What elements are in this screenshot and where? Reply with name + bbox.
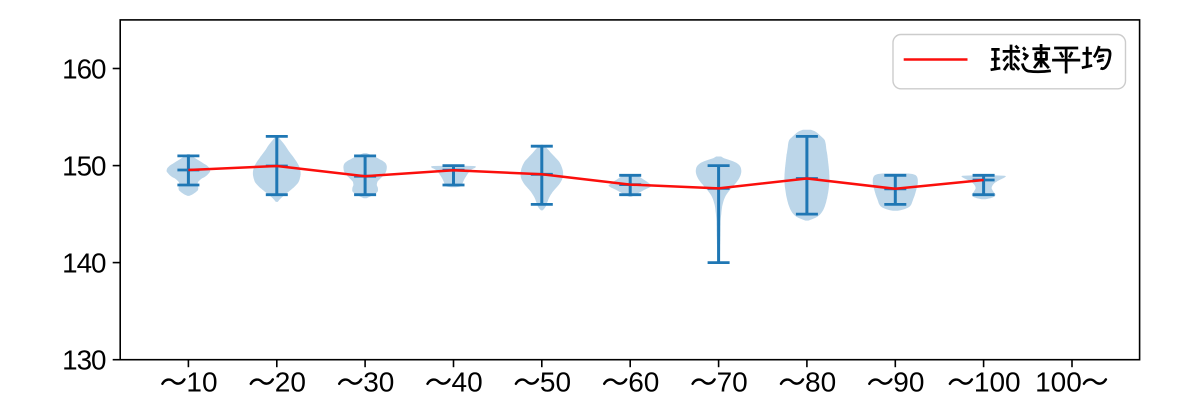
svg-text:100: 100	[1035, 367, 1082, 398]
svg-text:150: 150	[62, 150, 106, 181]
svg-text:80: 80	[805, 367, 836, 398]
svg-text:130: 130	[62, 345, 106, 376]
svg-text:60: 60	[628, 367, 659, 398]
svg-text:90: 90	[893, 367, 924, 398]
svg-text:70: 70	[717, 367, 748, 398]
svg-text:50: 50	[540, 367, 571, 398]
svg-text:30: 30	[363, 367, 394, 398]
svg-text:40: 40	[452, 367, 483, 398]
svg-text:100: 100	[974, 367, 1021, 398]
svg-text:20: 20	[275, 367, 306, 398]
svg-text:160: 160	[62, 53, 106, 84]
svg-text:10: 10	[186, 367, 217, 398]
svg-text:140: 140	[62, 247, 106, 278]
